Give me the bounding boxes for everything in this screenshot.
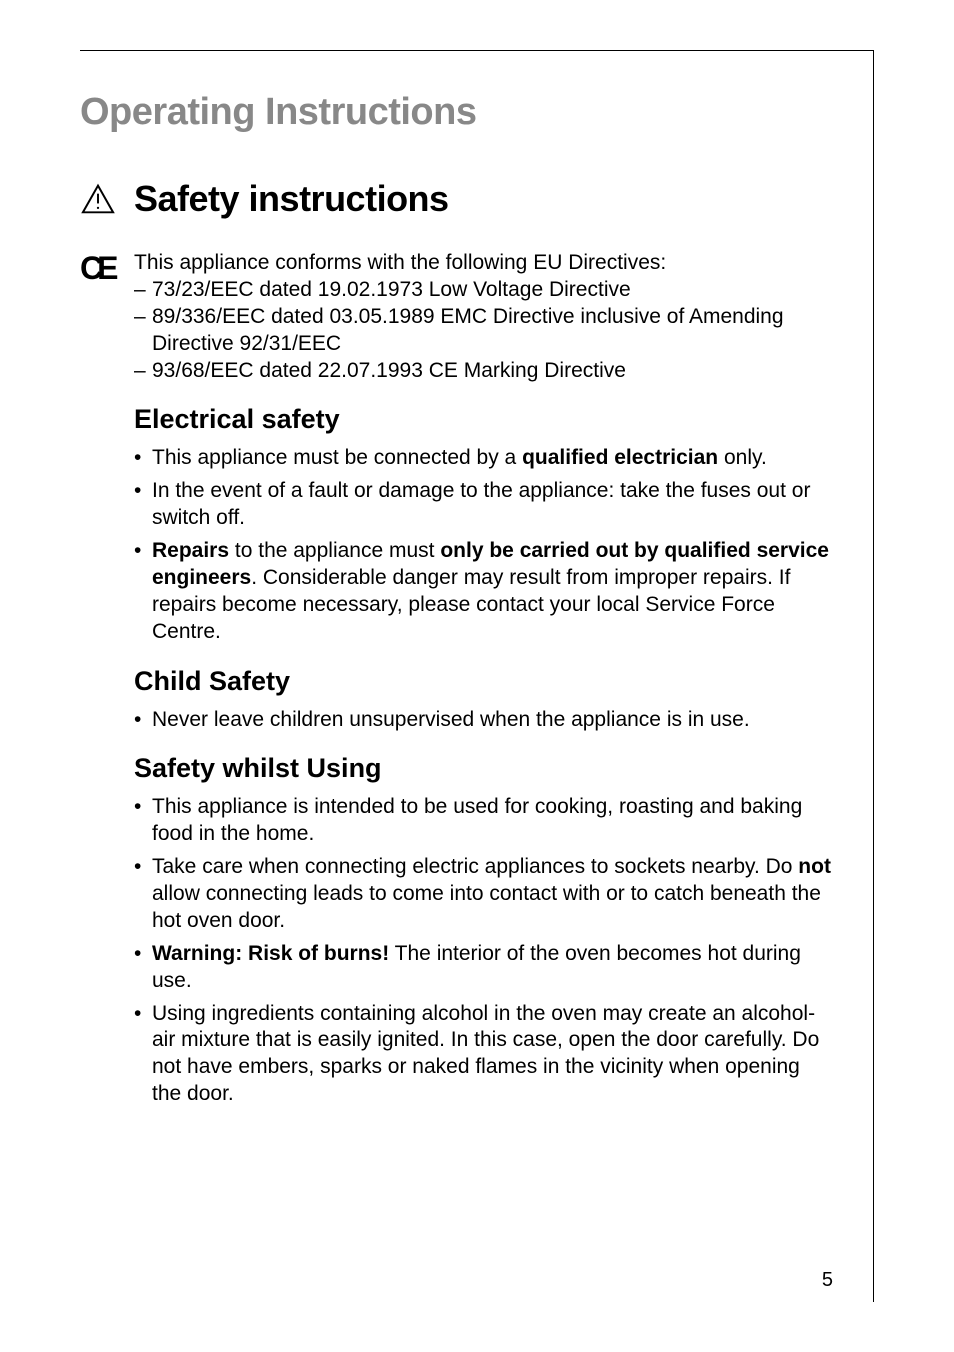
page-frame: Operating Instructions Safety instructio… bbox=[80, 50, 874, 1302]
text-run: allow connecting leads to come into cont… bbox=[152, 882, 821, 932]
ce-directive-0: –73/23/EEC dated 19.02.1973 Low Voltage … bbox=[134, 277, 833, 304]
ce-compliance-block: CE This appliance conforms with the foll… bbox=[80, 250, 833, 384]
warning-triangle-icon bbox=[80, 183, 116, 215]
text-run: Take care when connecting electric appli… bbox=[152, 855, 798, 878]
page-content: Operating Instructions Safety instructio… bbox=[80, 51, 873, 1108]
text-run: qualified electrician bbox=[522, 446, 718, 469]
ce-mark-icon: CE bbox=[80, 252, 116, 284]
text-run: Using ingredients containing alcohol in … bbox=[152, 1002, 819, 1106]
page-number: 5 bbox=[822, 1269, 833, 1292]
safety-heading: Safety instructions bbox=[134, 178, 449, 220]
ce-directive-2: –93/68/EEC dated 22.07.1993 CE Marking D… bbox=[134, 358, 833, 385]
bullet-item: Repairs to the appliance must only be ca… bbox=[134, 538, 833, 646]
section-bullets: This appliance must be connected by a qu… bbox=[134, 445, 833, 645]
bullet-item: This appliance must be connected by a qu… bbox=[134, 445, 833, 472]
text-run: Never leave children unsupervised when t… bbox=[152, 708, 750, 731]
text-run: In the event of a fault or damage to the… bbox=[152, 479, 810, 529]
ce-intro: This appliance conforms with the followi… bbox=[134, 250, 833, 277]
page-title: Operating Instructions bbox=[80, 91, 833, 134]
text-run: This appliance is intended to be used fo… bbox=[152, 795, 802, 845]
bullet-item: Take care when connecting electric appli… bbox=[134, 854, 833, 935]
bullet-item: Using ingredients containing alcohol in … bbox=[134, 1001, 833, 1109]
text-run: only. bbox=[718, 446, 767, 469]
safety-heading-row: Safety instructions bbox=[80, 178, 833, 220]
section-heading: Electrical safety bbox=[134, 404, 833, 435]
text-run: This appliance must be connected by a bbox=[152, 446, 522, 469]
bullet-item: Never leave children unsupervised when t… bbox=[134, 707, 833, 734]
bullet-item: Warning: Risk of burns! The interior of … bbox=[134, 941, 833, 995]
section-bullets: This appliance is intended to be used fo… bbox=[134, 794, 833, 1108]
ce-directive-1: –89/336/EEC dated 03.05.1989 EMC Directi… bbox=[134, 304, 833, 358]
text-run: to the appliance must bbox=[229, 539, 440, 562]
bullet-item: In the event of a fault or damage to the… bbox=[134, 478, 833, 532]
ce-compliance-text: This appliance conforms with the followi… bbox=[134, 250, 833, 384]
section-heading: Safety whilst Using bbox=[134, 753, 833, 784]
text-run: Warning: Risk of burns! bbox=[152, 942, 389, 965]
bullet-item: This appliance is intended to be used fo… bbox=[134, 794, 833, 848]
text-run: Repairs bbox=[152, 539, 229, 562]
sections-container: Electrical safety This appliance must be … bbox=[134, 404, 833, 1108]
text-run: not bbox=[798, 855, 831, 878]
section-heading: Child Safety bbox=[134, 666, 833, 697]
section-bullets: Never leave children unsupervised when t… bbox=[134, 707, 833, 734]
